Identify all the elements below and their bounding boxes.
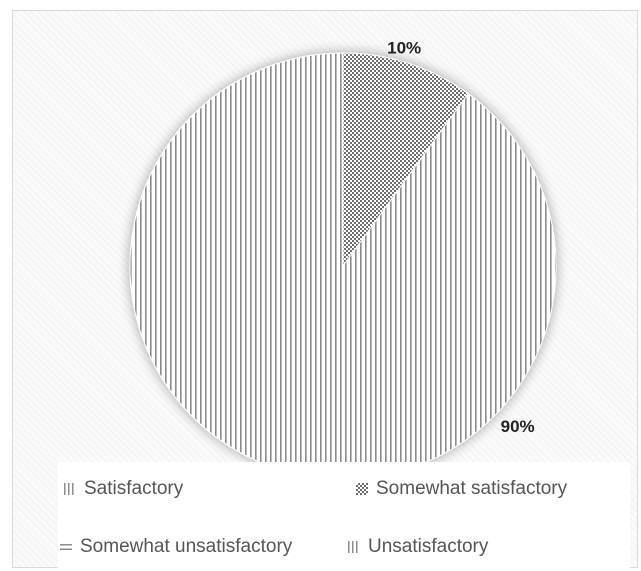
pie-slice-somewhat-satisfactory xyxy=(342,52,469,268)
legend-item-somewhat-unsatisfactory: Somewhat unsatisfactory xyxy=(60,536,292,558)
legend-item-satisfactory: Satisfactory xyxy=(64,478,183,500)
data-label-unsatisfactory: 90% xyxy=(501,417,535,436)
legend-swatch-satisfactory xyxy=(64,483,76,495)
legend-label-unsatisfactory: Unsatisfactory xyxy=(368,536,489,557)
chart-legend: Satisfactory Somewhat satisfactory Somew… xyxy=(58,462,630,570)
legend-label-satisfactory: Satisfactory xyxy=(84,478,184,499)
legend-swatch-somewhat-unsatisfactory xyxy=(60,541,72,553)
legend-label-somewhat-unsatisfactory: Somewhat unsatisfactory xyxy=(80,536,293,557)
data-label-somewhat-satisfactory: 10% xyxy=(387,38,421,57)
legend-label-somewhat-satisfactory: Somewhat satisfactory xyxy=(376,478,568,499)
pie-slice-unsatisfactory xyxy=(129,52,557,480)
legend-item-unsatisfactory: Unsatisfactory xyxy=(348,536,488,558)
legend-item-somewhat-satisfactory: Somewhat satisfactory xyxy=(356,478,567,500)
legend-swatch-somewhat-satisfactory xyxy=(356,483,368,495)
legend-swatch-unsatisfactory xyxy=(348,541,360,553)
